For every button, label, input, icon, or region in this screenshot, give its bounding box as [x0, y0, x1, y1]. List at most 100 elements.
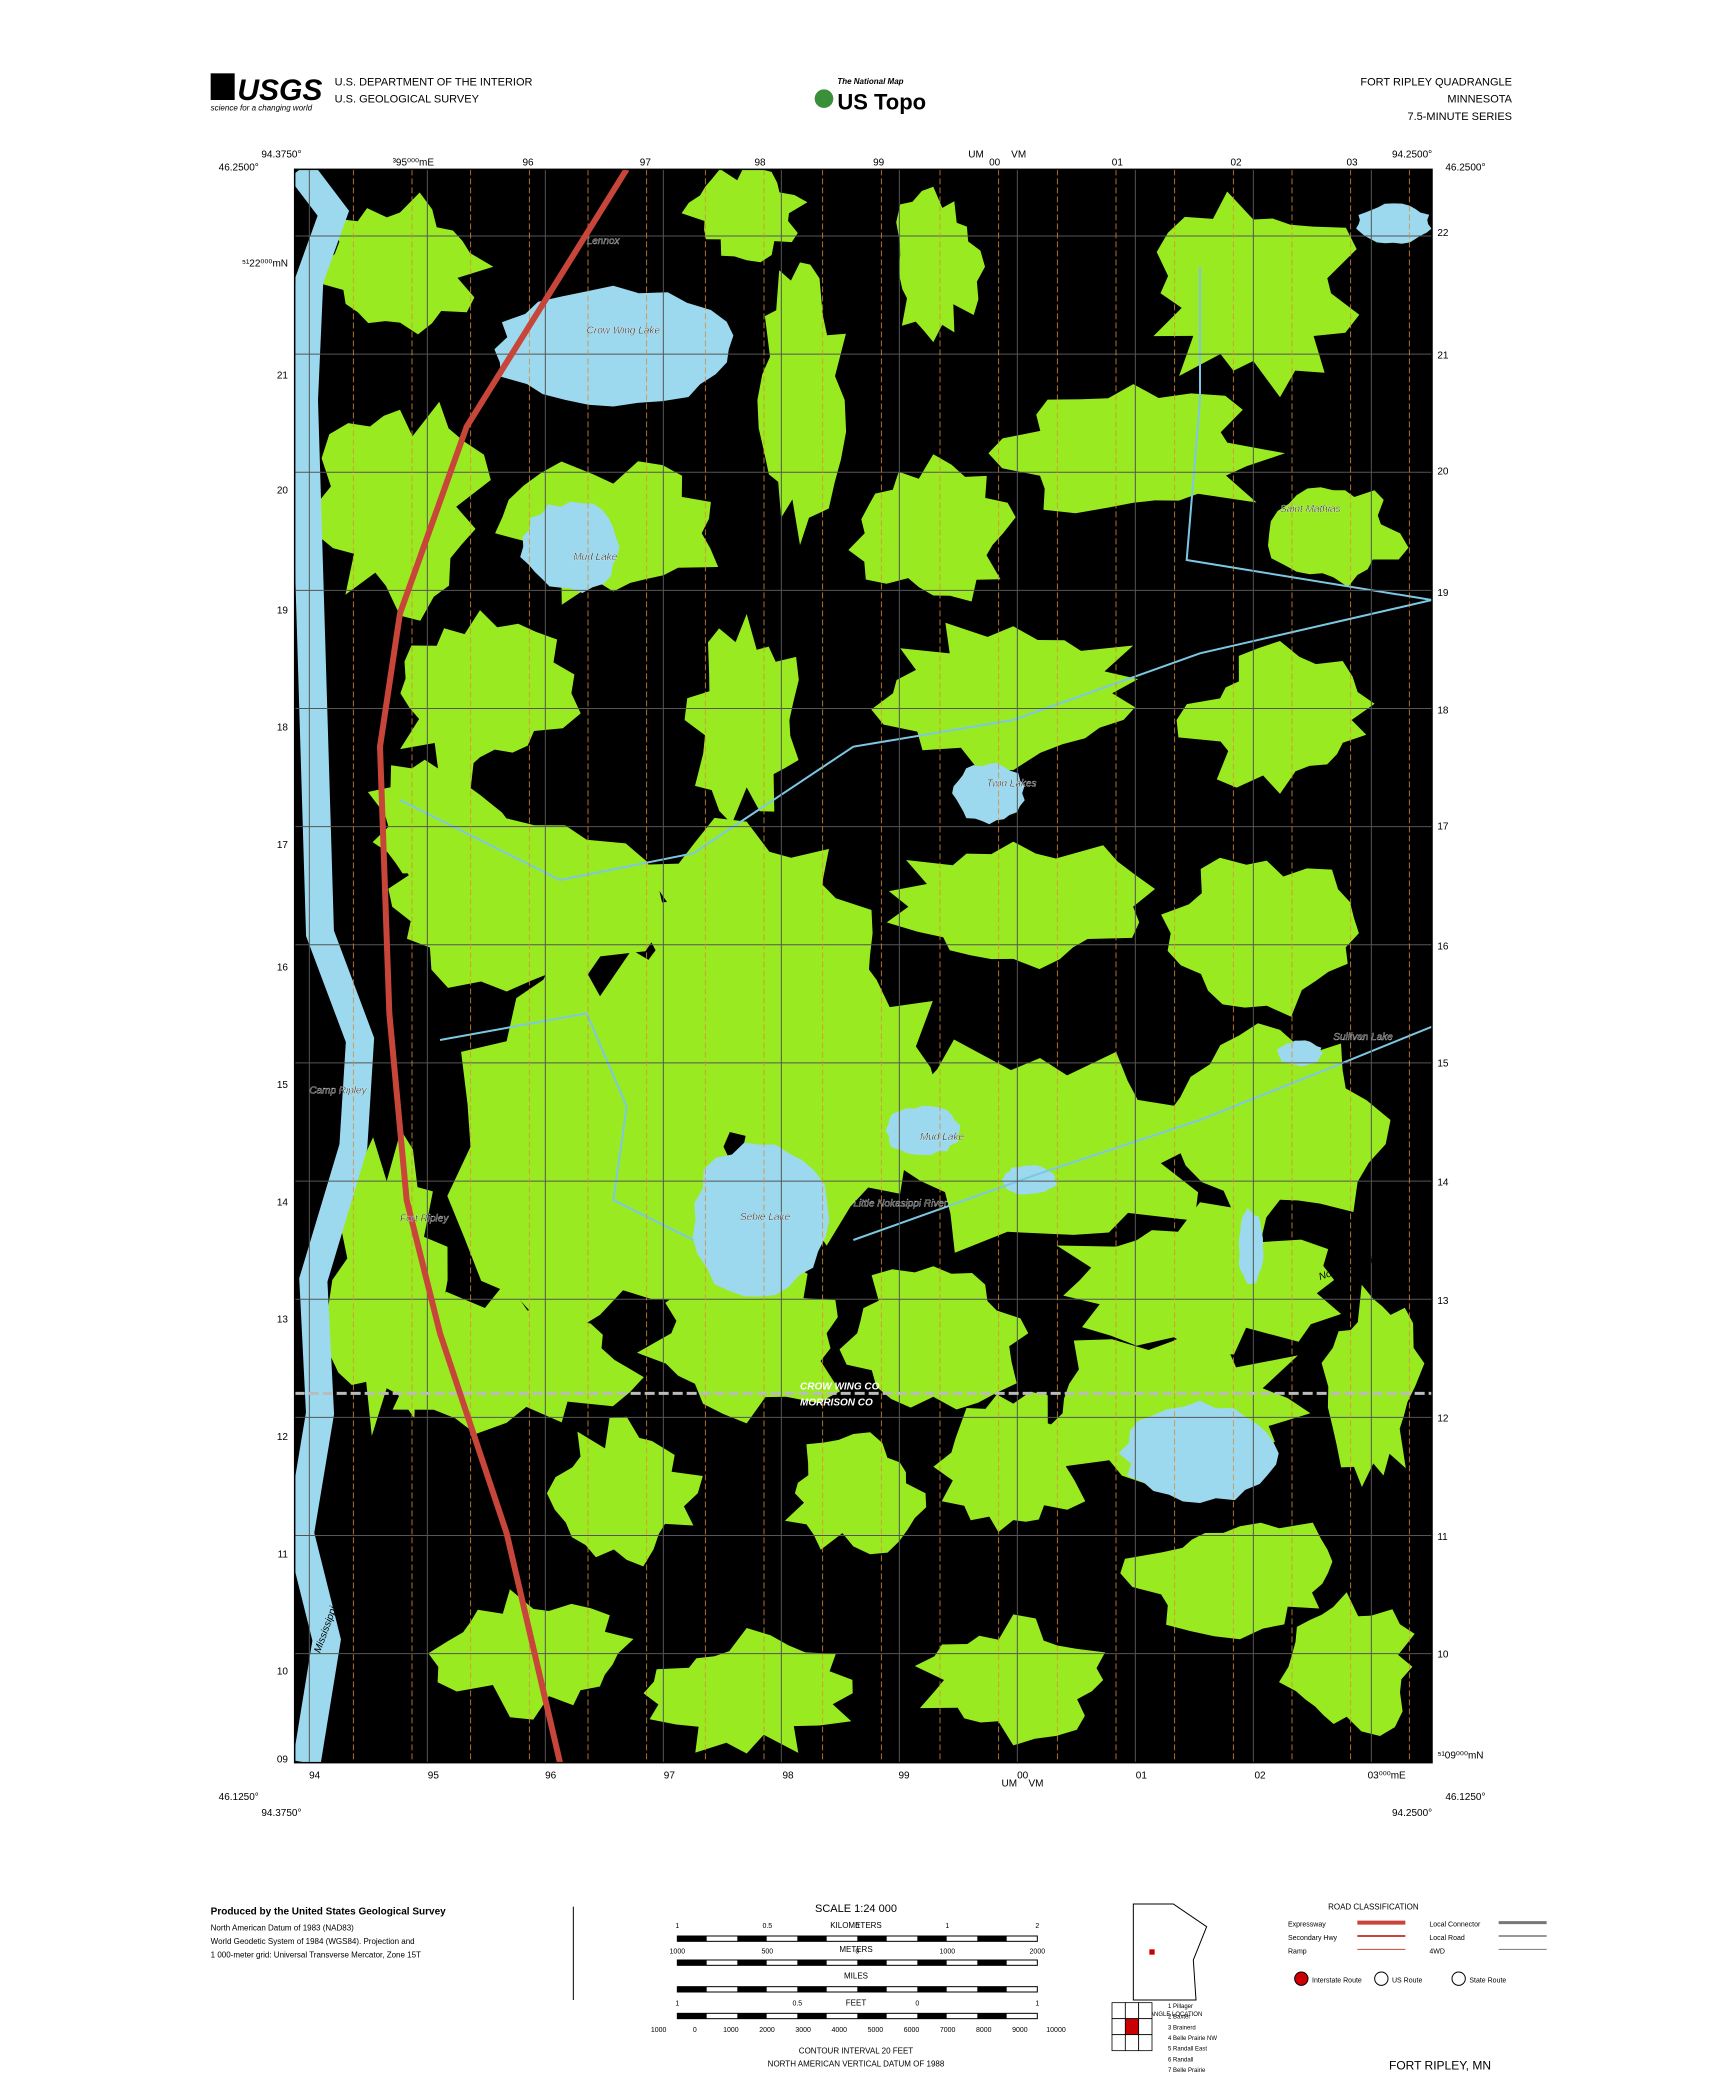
grid-label-right: 21 [1437, 351, 1449, 362]
lake [1238, 1207, 1264, 1285]
usgs-logo-mark [210, 73, 235, 100]
grid-label-right: 12 [1437, 1413, 1449, 1424]
grid-label-right: 22 [1437, 228, 1449, 239]
forest-area [317, 192, 494, 335]
scale-bar-segment [977, 1936, 1007, 1942]
grid-label-right: 15 [1437, 1059, 1449, 1070]
scale-tick-label: 6000 [904, 2027, 920, 2034]
grid-label-bottom: VM [1029, 1779, 1044, 1790]
forest-area [447, 934, 746, 1334]
grid-label-bottom: 00 [1017, 1771, 1029, 1782]
forest-area [1153, 191, 1360, 398]
scale-bar-segment [917, 1986, 947, 1992]
grid-label-bottom: 98 [782, 1771, 794, 1782]
stream [399, 599, 1433, 882]
adjoining-cell [1124, 2018, 1140, 2036]
grid-label-top: 03 [1346, 157, 1358, 168]
us-topo-logo: US Topo [837, 89, 926, 114]
scale-bar-segment [977, 1986, 1007, 1992]
scale-tick-label: 1000 [940, 1948, 956, 1955]
lake [1356, 203, 1432, 244]
contour-note: CONTOUR INTERVAL 20 FEET [799, 2046, 914, 2055]
forest-area [862, 1039, 1199, 1253]
agency-line: U.S. DEPARTMENT OF THE INTERIOR [335, 76, 533, 88]
place-name: Twin Lakes [987, 779, 1037, 790]
quad-location [1149, 1949, 1155, 1955]
forest-area [1163, 1023, 1391, 1233]
scale-tick-label: 2000 [1030, 1948, 1046, 1955]
forest-area [848, 454, 1016, 602]
place-name: Saint Mathias [1280, 504, 1341, 515]
map-features [294, 169, 1433, 1763]
grid-label-top: UM [968, 149, 984, 160]
map-body [293, 168, 1433, 1764]
route-type: State Route [1469, 1978, 1506, 1985]
adjoining-name: 1 Pillager [1168, 2004, 1193, 2010]
scale-unit: KILOMETERS [830, 1921, 882, 1930]
scale-tick-label: 1000 [723, 2027, 739, 2034]
scale-tick-label: 0 [855, 1923, 859, 1930]
scale-tick-label: 2000 [759, 2027, 775, 2034]
grid-label-left: 21 [277, 371, 289, 382]
lake [494, 285, 734, 407]
scale-title: SCALE 1:24 000 [815, 1903, 897, 1915]
adjoining-name: 2 Baxter [1168, 2015, 1190, 2021]
adjoining-cell [1111, 2002, 1126, 2020]
scale-unit: MILES [844, 1972, 868, 1981]
forest-area [428, 1589, 634, 1720]
grid-label-bottom: 97 [664, 1771, 676, 1782]
forest-area [784, 1432, 927, 1555]
scale-bar-segment [737, 1986, 767, 1992]
grid-label-top: 96 [522, 157, 534, 168]
forest-area [896, 186, 985, 343]
grid-label-bottom: UM [1002, 1779, 1018, 1790]
corner-lat: 46.1250° [219, 1792, 259, 1803]
grid-label-top: 01 [1112, 157, 1124, 168]
scale-bar-segment [797, 2013, 827, 2019]
scale-tick-label: 0 [855, 1948, 859, 1955]
quad-title: 7.5-MINUTE SERIES [1407, 111, 1512, 123]
grid-label-bottom: 02 [1254, 1771, 1266, 1782]
grid-label-top: 99 [873, 157, 885, 168]
grid-label-right: 16 [1437, 941, 1449, 952]
forest-area [1161, 857, 1359, 1017]
scale-bar-segment [737, 1936, 767, 1942]
adjoining-name: 7 Belle Prairie [1168, 2068, 1206, 2074]
scale-tick-label: 3000 [795, 2027, 811, 2034]
grid-label-top: 97 [640, 157, 652, 168]
adjoining-name: 6 Randall [1168, 2057, 1193, 2063]
place-name: Little Nokasippi River [853, 1199, 948, 1210]
datum-note: 1 000-meter grid: Universal Transverse M… [211, 1950, 421, 1959]
scale-tick-label: 9000 [1012, 2027, 1028, 2034]
grid-label-left: 20 [277, 485, 289, 496]
adjoining-cell [1111, 2034, 1126, 2052]
forest-area [684, 614, 799, 824]
road-class: Local Road [1429, 1935, 1465, 1942]
grid-label-left: 12 [277, 1432, 289, 1443]
place-name: Mud Lake [573, 552, 617, 563]
route-type: US Route [1392, 1978, 1422, 1985]
adjoining-cell [1111, 2018, 1126, 2036]
scale-tick-label: 0 [915, 2000, 919, 2007]
place-name: Lennox [587, 236, 621, 247]
highway [376, 169, 630, 1763]
grid-label-left: 14 [277, 1197, 289, 1208]
scale-bar-segment [857, 1936, 887, 1942]
scale-bar-segment [677, 1960, 707, 1966]
grid-label-right: 14 [1437, 1177, 1449, 1188]
scale-unit: FEET [846, 1998, 867, 2007]
scale-bar-segment [797, 1960, 827, 1966]
scale-bar-segment [857, 2013, 887, 2019]
adjoining-name: 3 Brainerd [1168, 2025, 1196, 2031]
forest-area [1176, 641, 1375, 794]
adjoining-name: 5 Randall East [1168, 2047, 1207, 2053]
quad-name-footer: FORT RIPLEY, MN [1389, 2058, 1491, 2072]
scale-bar-segment [917, 1960, 947, 1966]
scale-bar-segment [977, 2013, 1007, 2019]
datum-note: World Geodetic System of 1984 (WGS84). P… [211, 1937, 415, 1946]
scale-tick-label: 1000 [670, 1948, 686, 1955]
scale-unit: METERS [839, 1945, 872, 1954]
grid-label-top: 98 [754, 157, 766, 168]
adjoining-cell [1138, 2034, 1153, 2052]
corner-lon: 94.3750° [261, 1808, 301, 1819]
